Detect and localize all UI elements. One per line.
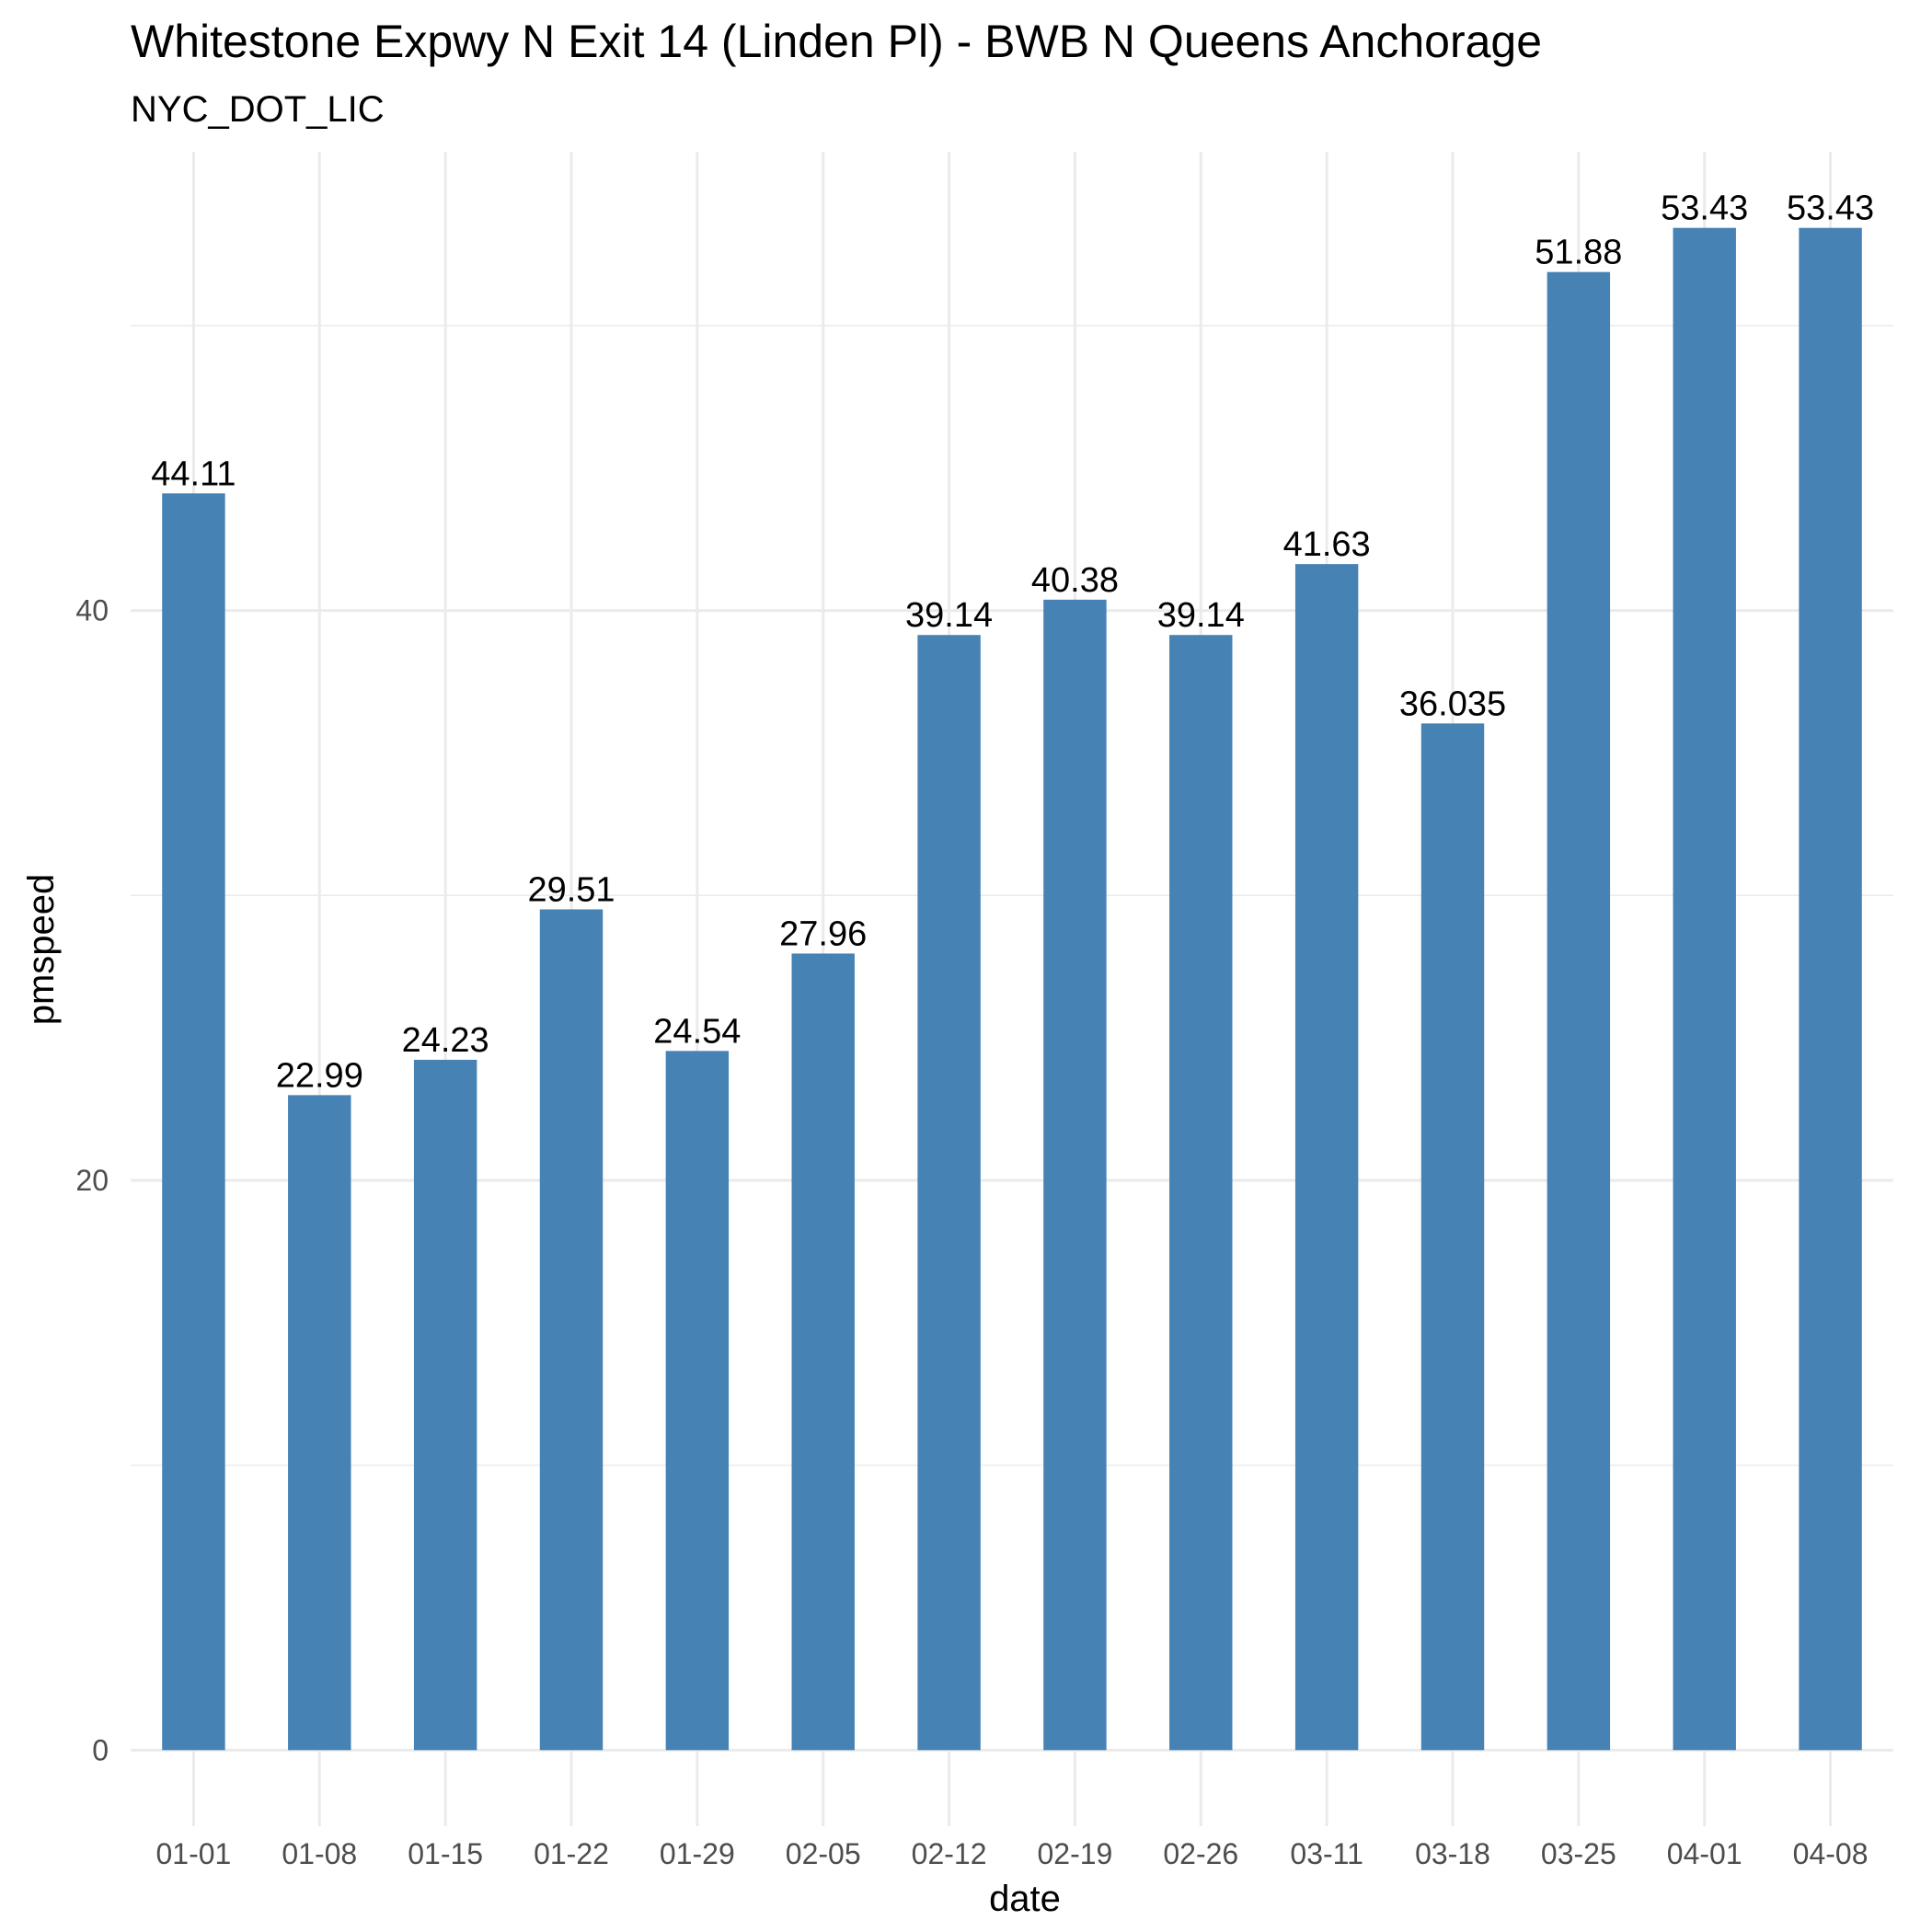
x-tick-label: 04-08 xyxy=(1793,1837,1869,1870)
data-label: 53.43 xyxy=(1661,190,1748,228)
data-label: 24.23 xyxy=(402,1021,489,1060)
data-label: 40.38 xyxy=(1031,561,1119,600)
y-tick-label: 0 xyxy=(92,1733,109,1766)
data-label: 53.43 xyxy=(1787,190,1874,228)
major-gridlines xyxy=(131,152,1893,1826)
data-label: 24.54 xyxy=(653,1012,741,1051)
data-label: 27.96 xyxy=(779,914,867,953)
bar xyxy=(791,953,855,1751)
y-axis-tick-labels: 0 20 40 xyxy=(75,594,109,1767)
x-tick-label: 01-01 xyxy=(156,1837,232,1870)
x-axis-title: date xyxy=(989,1879,1061,1919)
bar xyxy=(539,909,604,1751)
bar xyxy=(1294,564,1359,1751)
bar xyxy=(413,1059,477,1751)
bar xyxy=(1547,271,1611,1751)
data-label: 39.14 xyxy=(1157,596,1245,635)
x-tick-label: 01-15 xyxy=(408,1837,483,1870)
x-tick-label: 01-22 xyxy=(534,1837,609,1870)
data-label: 41.63 xyxy=(1283,525,1371,564)
bars xyxy=(162,227,1862,1751)
bar xyxy=(917,635,981,1751)
x-tick-label: 02-12 xyxy=(912,1837,987,1870)
data-labels: 44.11 22.99 24.23 29.51 24.54 27.96 39.14 40.38… xyxy=(151,190,1874,1096)
chart-subtitle: NYC_DOT_LIC xyxy=(131,89,385,130)
data-label: 29.51 xyxy=(527,870,615,909)
y-axis-title: pmspeed xyxy=(21,874,62,1026)
y-tick-label: 20 xyxy=(75,1164,109,1197)
bar xyxy=(1673,227,1736,1751)
x-tick-label: 03-11 xyxy=(1290,1837,1363,1870)
bar xyxy=(1169,635,1233,1751)
x-axis-tick-labels: 01-01 01-08 01-15 01-22 01-29 02-05 02-12 02-19… xyxy=(156,1837,1869,1870)
x-tick-label: 03-18 xyxy=(1415,1837,1490,1870)
data-label: 39.14 xyxy=(905,596,993,635)
x-tick-label: 02-05 xyxy=(786,1837,861,1870)
bar xyxy=(1799,227,1862,1751)
bar xyxy=(665,1051,730,1751)
bar xyxy=(1043,599,1107,1751)
x-tick-label: 01-29 xyxy=(660,1837,735,1870)
y-tick-label: 40 xyxy=(75,594,109,627)
data-label: 36.035 xyxy=(1399,684,1506,723)
bar xyxy=(162,493,225,1751)
x-tick-label: 02-19 xyxy=(1038,1837,1113,1870)
data-label: 44.11 xyxy=(151,454,236,493)
chart-title: Whitestone Expwy N Exit 14 (Linden Pl) -… xyxy=(131,16,1542,67)
x-tick-label: 03-25 xyxy=(1541,1837,1616,1870)
x-tick-label: 02-26 xyxy=(1163,1837,1238,1870)
data-label: 22.99 xyxy=(276,1056,363,1095)
x-tick-label: 04-01 xyxy=(1667,1837,1742,1870)
bar xyxy=(1420,723,1485,1751)
minor-gridlines xyxy=(131,325,1893,1466)
bar xyxy=(288,1095,351,1751)
data-label: 51.88 xyxy=(1535,234,1622,272)
x-tick-label: 01-08 xyxy=(282,1837,357,1870)
